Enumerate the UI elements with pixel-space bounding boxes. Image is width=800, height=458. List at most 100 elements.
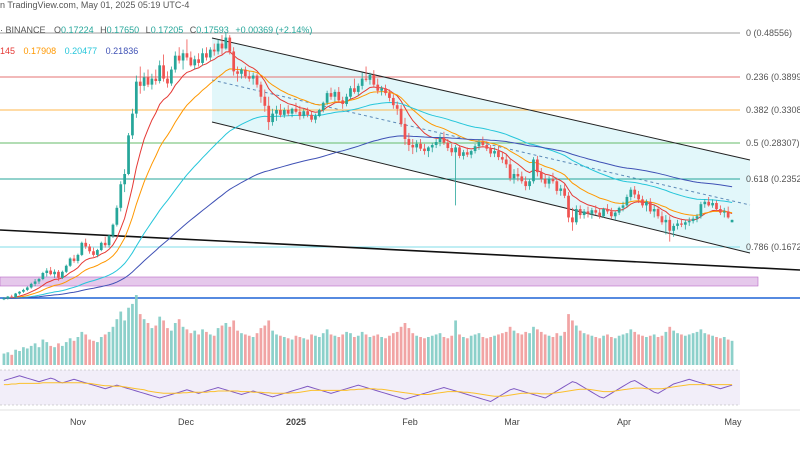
volume-bar — [240, 333, 243, 365]
volume-bar — [166, 328, 169, 365]
volume-bar — [582, 333, 586, 365]
volume-bar — [88, 339, 91, 365]
volume-bar — [660, 335, 664, 365]
candle-body — [232, 51, 236, 72]
candle-body — [641, 199, 644, 206]
candle-body — [142, 77, 146, 86]
volume-bar — [154, 325, 158, 365]
volume-bar — [423, 338, 426, 365]
moving-averages — [3, 51, 733, 299]
candle-body — [255, 75, 259, 85]
volume-bar — [730, 340, 734, 365]
candle-body — [37, 279, 41, 282]
candle-body — [617, 207, 621, 213]
volume-bar — [411, 333, 415, 365]
volume-bar — [415, 335, 419, 365]
volume-bar — [594, 337, 598, 365]
candle-body — [660, 216, 664, 223]
volume-bar — [80, 331, 84, 365]
volume-bar — [111, 326, 115, 365]
volume-bar — [6, 352, 10, 365]
volume-bar — [259, 328, 263, 365]
volume-bar — [189, 333, 193, 365]
volume-bar — [173, 323, 177, 365]
volume-bar — [469, 335, 473, 365]
candle-body — [683, 222, 687, 225]
volume-bar — [368, 337, 372, 365]
candle-body — [29, 283, 33, 288]
volume-bar — [625, 333, 629, 365]
volume-bar — [314, 335, 317, 365]
volume-bar — [539, 331, 543, 365]
open-value: 0.17224 — [61, 25, 94, 35]
candlestick-series — [2, 32, 734, 301]
candle-body — [364, 78, 368, 80]
volume-bar — [645, 337, 648, 365]
volume-bar — [687, 334, 691, 365]
volume-bar — [648, 335, 652, 365]
candle-body — [189, 57, 193, 66]
candle-body — [275, 110, 278, 114]
candle-body — [524, 181, 528, 187]
candle-body — [228, 37, 232, 52]
candle-body — [598, 212, 602, 217]
candle-body — [201, 53, 204, 63]
volume-bar — [613, 338, 617, 365]
volume-bar — [267, 320, 271, 365]
trendlines[interactable] — [0, 37, 800, 271]
candle-body — [337, 91, 341, 101]
candle-body — [711, 202, 714, 206]
volume-bar — [115, 319, 119, 365]
volume-bar — [185, 329, 189, 365]
volume-bar — [528, 333, 531, 365]
time-axis-label: Mar — [504, 417, 520, 427]
candle-body — [668, 219, 672, 231]
volume-bar — [298, 337, 302, 365]
change-value: +0.00369 (+2.14%) — [235, 25, 313, 35]
support-zone — [0, 276, 759, 287]
candle-body — [166, 78, 169, 84]
volume-bar — [691, 333, 695, 365]
volume-bar — [99, 337, 103, 365]
candle-body — [193, 59, 197, 66]
candle-body — [454, 147, 457, 153]
volume-bar — [177, 319, 181, 365]
candle-body — [294, 108, 298, 112]
volume-bar — [162, 320, 165, 365]
candle-body — [571, 217, 574, 223]
candle-body — [411, 145, 415, 148]
volume-bar — [403, 323, 407, 365]
volume-bar — [609, 337, 613, 365]
volume-bar — [683, 335, 687, 365]
candle-body — [543, 178, 547, 184]
candle-body — [500, 157, 504, 160]
candle-body — [602, 209, 605, 217]
volume-bar — [134, 295, 138, 365]
candle-body — [536, 159, 539, 173]
volume-bar — [574, 325, 578, 365]
time-axis[interactable]: Nov Dec 2025 Feb Mar Apr May — [0, 409, 800, 427]
volume-bar — [426, 337, 430, 365]
candle-body — [107, 235, 111, 246]
volume-bar — [49, 345, 53, 365]
volume-bar — [489, 337, 493, 365]
volume-bar — [434, 334, 438, 365]
volume-bar — [181, 326, 185, 365]
close-label: C — [189, 25, 197, 35]
volume-bar — [243, 334, 247, 365]
volume-bar — [68, 338, 72, 365]
volume-bar — [722, 337, 726, 365]
candle-body — [259, 84, 263, 97]
candle-body — [465, 152, 469, 155]
candle-body — [325, 93, 329, 103]
candle-body — [582, 211, 586, 216]
candle-body — [205, 53, 208, 58]
volume-bar — [458, 334, 461, 365]
candle-body — [298, 111, 302, 117]
volume-bar — [263, 325, 267, 365]
volume-bar — [138, 314, 142, 365]
volume-bar — [633, 331, 637, 365]
channel-area — [212, 38, 750, 253]
